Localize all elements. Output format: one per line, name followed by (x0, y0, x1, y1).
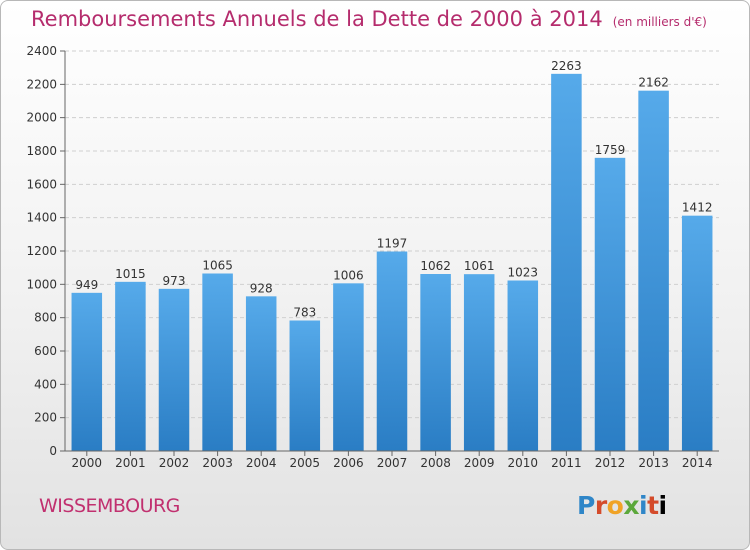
data-label: 1006 (333, 268, 364, 282)
y-tick-label: 400 (34, 377, 57, 391)
x-tick-label: 2000 (72, 456, 103, 470)
labels: 0 200 400 600 800 1000 1200 1400 1600 1800 2000 220… (26, 44, 712, 470)
logo-letter: t (647, 491, 659, 520)
bar (420, 274, 451, 451)
bar (376, 251, 408, 451)
chart-title: Remboursements Annuels de la Dette de 20… (31, 7, 707, 31)
y-tick-label: 0 (49, 444, 57, 458)
data-label: 783 (293, 306, 316, 320)
bar (202, 273, 233, 451)
logo-letter: P (577, 491, 595, 520)
y-tick-label: 1400 (26, 211, 57, 225)
axes (60, 50, 719, 456)
x-tick-label: 2012 (595, 456, 626, 470)
logo-letter: i (658, 491, 668, 520)
data-label: 1412 (682, 201, 713, 215)
bar (681, 215, 713, 451)
x-tick-label: 2004 (246, 456, 277, 470)
data-label: 1015 (115, 267, 146, 281)
x-tick-label: 2009 (464, 456, 495, 470)
x-tick-label: 2014 (682, 456, 713, 470)
y-tick-label: 800 (34, 311, 57, 325)
x-tick-label: 2008 (420, 456, 451, 470)
data-label: 1062 (420, 259, 451, 273)
x-tick-label: 2005 (290, 456, 321, 470)
x-tick-label: 2006 (333, 456, 364, 470)
data-label: 1023 (508, 266, 539, 280)
bar (289, 320, 321, 451)
data-label: 2263 (551, 59, 582, 73)
bar (463, 274, 495, 451)
bar (551, 73, 582, 451)
y-tick-label: 1200 (26, 244, 57, 258)
x-tick-label: 2007 (377, 456, 408, 470)
chart-title-text: Remboursements Annuels de la Dette de 20… (31, 7, 603, 31)
chart-subtitle: (en milliers d'€) (612, 15, 707, 29)
bar (333, 283, 364, 451)
y-tick-label: 1800 (26, 144, 57, 158)
data-label: 949 (75, 278, 98, 292)
logo-letter: r (594, 491, 607, 520)
bar (245, 296, 277, 451)
bar (158, 288, 190, 451)
y-tick-label: 2000 (26, 111, 57, 125)
logo-letter: x (623, 491, 639, 520)
x-tick-label: 2010 (508, 456, 539, 470)
y-tick-label: 1000 (26, 277, 57, 291)
data-label: 1061 (464, 259, 495, 273)
x-tick-label: 2003 (202, 456, 233, 470)
x-tick-label: 2001 (115, 456, 146, 470)
bar (594, 157, 626, 452)
data-label: 973 (163, 274, 186, 288)
y-tick-label: 2200 (26, 77, 57, 91)
logo-letter: i (639, 491, 648, 520)
y-tick-label: 200 (34, 411, 57, 425)
bar (507, 280, 539, 451)
data-label: 2162 (638, 76, 669, 90)
data-label: 1197 (377, 237, 408, 251)
bar (115, 281, 146, 451)
proxiti-logo[interactable]: Proxiti (577, 491, 667, 520)
y-tick-label: 2400 (26, 44, 57, 58)
x-tick-label: 2013 (638, 456, 669, 470)
logo-letter: o (606, 491, 624, 520)
bar (638, 90, 669, 452)
place-name: WISSEMBOURG (39, 495, 180, 517)
y-tick-label: 1600 (26, 177, 57, 191)
bars (71, 73, 713, 452)
data-label: 928 (250, 281, 273, 295)
data-label: 1759 (595, 143, 626, 157)
x-tick-label: 2011 (551, 456, 582, 470)
x-tick-label: 2002 (159, 456, 190, 470)
bar (71, 292, 103, 451)
data-label: 1065 (202, 259, 233, 273)
y-tick-label: 600 (34, 344, 57, 358)
